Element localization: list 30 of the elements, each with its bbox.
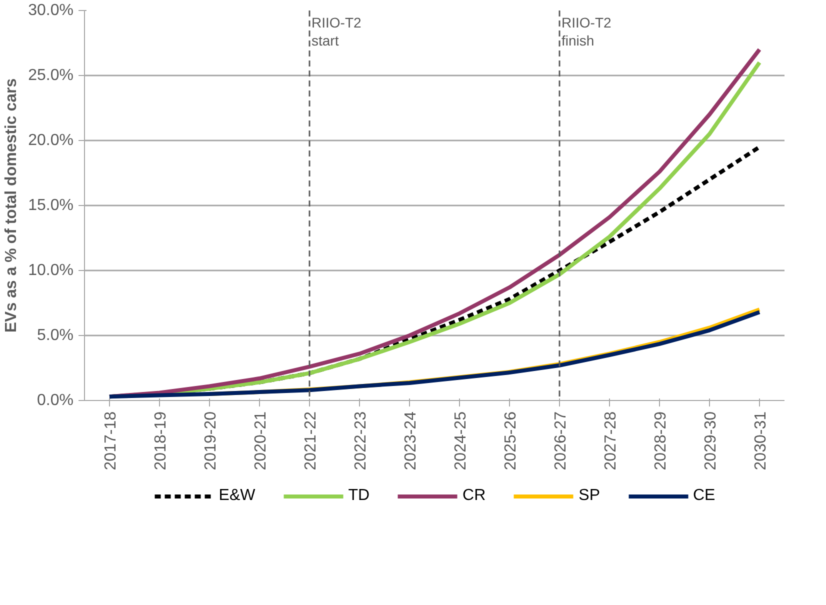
- x-tick-label: 2017-18: [102, 411, 120, 470]
- ref-line-label: RIIO-T2 finish: [562, 14, 612, 48]
- y-axis-title: EVs as a % of total domestic cars: [3, 78, 20, 333]
- y-tick-label: 20.0%: [28, 132, 74, 149]
- x-tick-label: 2020-21: [252, 411, 270, 470]
- x-tick-label: 2018-19: [152, 411, 170, 470]
- legend-label: CR: [462, 486, 486, 504]
- x-tick-label: 2024-25: [452, 411, 470, 470]
- x-tick-label: 2029-30: [702, 411, 720, 470]
- line-series: [108, 310, 762, 399]
- legend-label: E&W: [218, 486, 256, 504]
- x-tick-label: 2026-27: [552, 411, 570, 470]
- legend-label: SP: [578, 486, 600, 504]
- y-tick-label: 10.0%: [28, 262, 74, 279]
- y-tick-label: 0.0%: [37, 392, 74, 409]
- x-tick-label: 2022-23: [352, 411, 370, 470]
- x-tick-label: 2021-22: [302, 411, 320, 470]
- y-tick-label: 25.0%: [28, 67, 74, 84]
- x-tick-label: 2019-20: [202, 411, 220, 470]
- legend-label: TD: [348, 486, 370, 504]
- legend-label: CE: [693, 486, 716, 504]
- x-tick-label: 2025-26: [502, 411, 520, 470]
- x-tick-label: 2027-28: [602, 411, 620, 470]
- x-tick-label: 2028-29: [652, 411, 670, 470]
- y-tick-label: 30.0%: [28, 2, 74, 19]
- x-tick-label: 2030-31: [752, 411, 770, 470]
- y-tick-label: 5.0%: [37, 327, 74, 344]
- y-tick-label: 15.0%: [28, 197, 74, 214]
- ref-line-label: RIIO-T2 start: [312, 14, 362, 48]
- x-tick-label: 2023-24: [402, 411, 420, 470]
